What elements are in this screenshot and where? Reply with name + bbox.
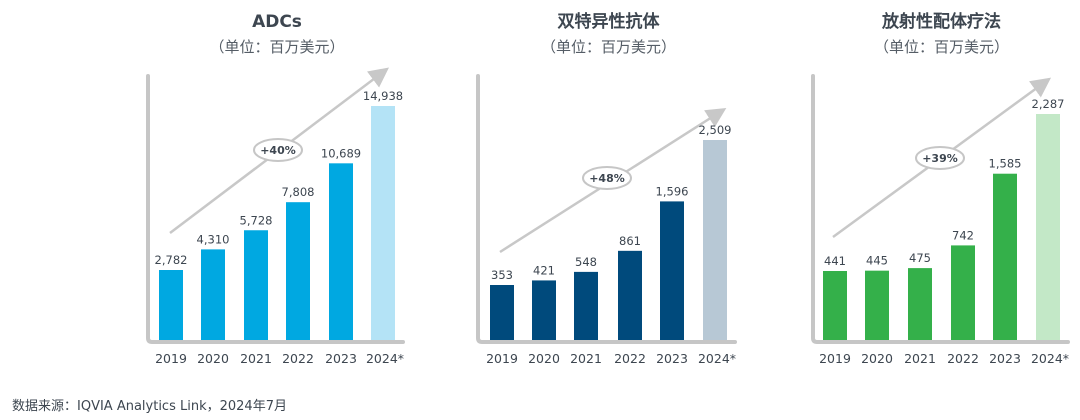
data-label: 2,782	[155, 253, 188, 267]
data-label: 861	[619, 234, 641, 248]
chart-unit-subtitle: （单位：百万美元）	[541, 38, 676, 56]
x-tick-label: 2024*	[1031, 351, 1069, 366]
data-label: 2,287	[1032, 97, 1065, 111]
chart-panel-1: 双特异性抗体 （单位：百万美元） +48% 353 2019 421 2020 548 2021…	[476, 11, 737, 366]
x-tick-label: 2019	[155, 351, 187, 366]
x-tick-label: 2023	[325, 351, 357, 366]
data-label: 7,808	[282, 185, 315, 199]
bar-2024	[371, 106, 395, 340]
bar-2021	[908, 268, 932, 340]
growth-ellipse	[915, 146, 965, 170]
chart-panel-0: ADCs （单位：百万美元） +40% 2,782 2019 4,310 2020 5,728…	[146, 12, 405, 366]
data-label: 445	[866, 254, 888, 268]
chart-title: 放射性配体疗法	[881, 11, 1001, 32]
bar-2023	[329, 163, 353, 340]
axis-line	[811, 74, 1070, 344]
x-tick-label: 2020	[861, 351, 893, 366]
bar-2019	[159, 270, 183, 340]
growth-label: +39%	[922, 152, 958, 165]
bar-2019	[490, 285, 514, 340]
data-label: 742	[952, 228, 974, 242]
x-tick-label: 2020	[197, 351, 229, 366]
chart-unit-subtitle: （单位：百万美元）	[874, 38, 1009, 56]
data-label: 4,310	[197, 232, 230, 246]
bar-2024	[703, 140, 727, 340]
x-tick-label: 2024*	[698, 351, 736, 366]
growth-ellipse	[582, 166, 632, 190]
chart-unit-subtitle: （单位：百万美元）	[209, 38, 344, 56]
chart-title: 双特异性抗体	[558, 11, 661, 32]
data-label: 548	[575, 255, 597, 269]
bar-2023	[993, 173, 1017, 340]
bar-2020	[201, 249, 225, 340]
data-label: 14,938	[363, 89, 403, 103]
data-label: 421	[533, 263, 555, 277]
axis-line	[476, 74, 737, 344]
x-tick-label: 2019	[486, 351, 518, 366]
data-label: 1,585	[989, 157, 1022, 171]
growth-label: +48%	[589, 172, 625, 185]
axis-line	[146, 74, 405, 344]
x-tick-label: 2021	[240, 351, 272, 366]
data-label: 5,728	[240, 213, 273, 227]
x-tick-label: 2022	[947, 351, 979, 366]
x-tick-label: 2023	[656, 351, 688, 366]
x-tick-label: 2023	[989, 351, 1021, 366]
bar-2022	[951, 245, 975, 340]
x-tick-label: 2022	[282, 351, 314, 366]
data-label: 10,689	[321, 146, 361, 160]
bar-2023	[660, 201, 684, 340]
chart-panel-2: 放射性配体疗法 （单位：百万美元） +39% 441 2019 445 2020 475 202…	[811, 11, 1070, 366]
x-tick-label: 2024*	[366, 351, 404, 366]
data-label: 475	[909, 251, 931, 265]
chart-title: ADCs	[252, 12, 302, 32]
growth-ellipse	[253, 138, 303, 162]
source-note: 数据来源：IQVIA Analytics Link，2024年7月	[12, 399, 287, 414]
x-tick-label: 2020	[528, 351, 560, 366]
bar-2022	[286, 202, 310, 340]
bar-2021	[574, 271, 598, 340]
bar-2022	[618, 250, 642, 340]
data-label: 353	[491, 268, 513, 282]
bar-2019	[823, 271, 847, 340]
x-tick-label: 2019	[819, 351, 851, 366]
bar-2024	[1036, 114, 1060, 340]
bar-2021	[244, 230, 268, 340]
data-label: 2,509	[699, 123, 732, 137]
bar-2020	[865, 270, 889, 340]
data-label: 1,596	[656, 184, 689, 198]
x-tick-label: 2021	[904, 351, 936, 366]
x-tick-label: 2021	[570, 351, 602, 366]
data-label: 441	[824, 254, 846, 268]
bar-2020	[532, 280, 556, 340]
growth-label: +40%	[260, 144, 296, 157]
x-tick-label: 2022	[614, 351, 646, 366]
